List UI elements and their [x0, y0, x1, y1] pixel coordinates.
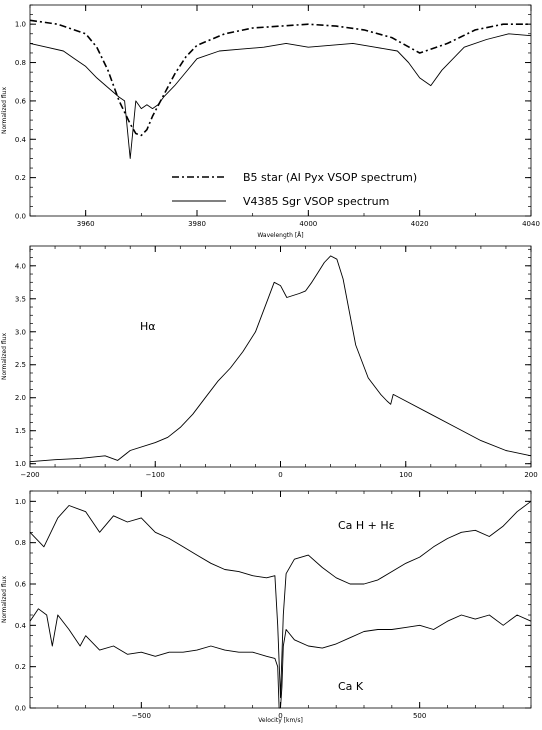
- y-tick-label: 3.0: [15, 328, 26, 336]
- x-tick-label: 500: [413, 712, 426, 720]
- x-axis-label: Wavelength [Å]: [257, 232, 303, 239]
- legend-label: B5 star (AI Pyx VSOP spectrum): [243, 171, 417, 184]
- series-line-1: [29, 500, 532, 699]
- panel-2: −200 −100 0 100 200 1.0 1.5 2.0 2.5 3.0 3.5 4.0 Norm…: [1, 245, 538, 479]
- legend-label: V4385 Sgr VSOP spectrum: [243, 195, 389, 208]
- y-tick-label: 0.6: [15, 97, 27, 105]
- y-tick-label: 1.0: [15, 460, 26, 468]
- y-tick-label: 0.0: [15, 705, 26, 713]
- annotation: Ca K: [338, 680, 364, 693]
- series-line-1: [29, 255, 532, 463]
- y-tick-label: 0.4: [15, 136, 27, 144]
- x-tick-label: 0: [278, 471, 282, 479]
- series-line-2: [29, 33, 532, 159]
- x-axis-label: Velocity [km/s]: [258, 717, 303, 724]
- y-tick-label: 2.5: [15, 361, 26, 369]
- x-tick-label: −100: [146, 471, 165, 479]
- y-tick-label: 0.0: [15, 213, 26, 221]
- panel-1: 3960 3980 4000 4020 4040 0.0 0.2 0.4 0.6 0.8 1.0 Wa…: [1, 4, 540, 239]
- panel-3: −500 0 500 0.0 0.2 0.4 0.6 0.8 1.0 Velocity [km/s…: [1, 490, 532, 724]
- y-tick-label: 1.0: [15, 498, 26, 506]
- y-tick-label: 0.2: [15, 663, 26, 671]
- y-tick-label: 3.5: [15, 295, 26, 303]
- y-axis-label: Normalized flux: [1, 87, 8, 135]
- x-tick-label: −200: [20, 471, 39, 479]
- x-tick-label: 200: [524, 471, 537, 479]
- x-tick-label: −500: [132, 712, 151, 720]
- plot-frame: [29, 490, 532, 709]
- x-tick-label: 3980: [188, 220, 206, 228]
- annotation: Ca H + Hε: [338, 519, 395, 532]
- series-line-1: [29, 19, 531, 137]
- plot-frame: [29, 4, 532, 217]
- y-axis-label: Normalized flux: [1, 576, 8, 624]
- y-tick-label: 0.6: [15, 581, 27, 589]
- x-tick-label: 4020: [411, 220, 429, 228]
- series-line-2: [29, 608, 532, 709]
- plot-frame: [29, 245, 532, 468]
- y-tick-label: 0.4: [15, 622, 27, 630]
- y-tick-label: 0.8: [15, 59, 26, 67]
- y-tick-label: 1.5: [15, 427, 26, 435]
- y-tick-label: 0.8: [15, 539, 26, 547]
- y-tick-label: 4.0: [15, 262, 26, 270]
- annotation: Hα: [140, 320, 156, 333]
- x-tick-label: 4040: [522, 220, 540, 228]
- y-axis-label: Normalized flux: [1, 333, 8, 381]
- x-tick-label: 3960: [77, 220, 95, 228]
- y-tick-label: 0.2: [15, 174, 26, 182]
- y-tick-label: 2.0: [15, 394, 26, 402]
- x-tick-label: 0: [278, 712, 282, 720]
- x-tick-label: 4000: [299, 220, 317, 228]
- x-tick-label: 100: [399, 471, 412, 479]
- y-tick-label: 1.0: [15, 21, 26, 29]
- legend: B5 star (AI Pyx VSOP spectrum) V4385 Sgr …: [172, 171, 417, 208]
